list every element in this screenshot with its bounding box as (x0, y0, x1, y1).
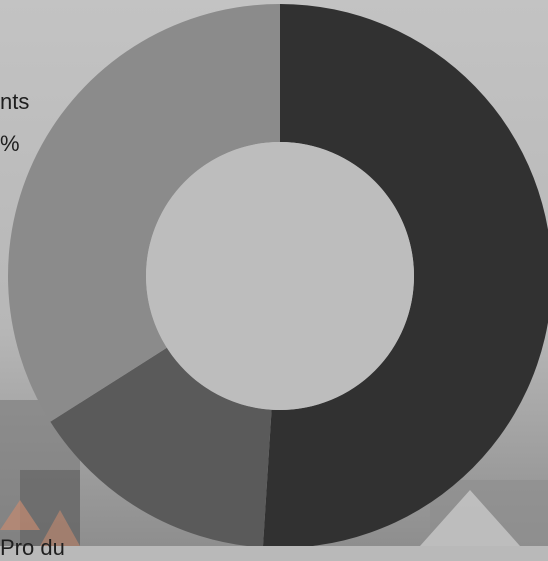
donut-slice-1 (263, 4, 548, 546)
donut-slice-2 (50, 347, 272, 546)
slice-label-line-2: % (0, 131, 20, 156)
slice-label-line-1: nts (0, 89, 30, 114)
donut-hole (146, 142, 414, 410)
slice-label-bottom: Pro du (0, 535, 65, 560)
donut-slice-3 (8, 4, 280, 422)
donut-chart (8, 4, 548, 546)
